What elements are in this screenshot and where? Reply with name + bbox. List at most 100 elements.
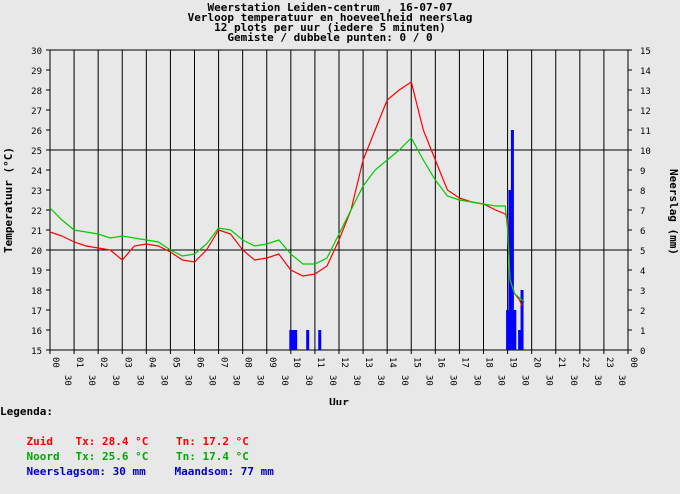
left-tick-label: 25 bbox=[31, 147, 42, 157]
x-tick-label-hour: 19 bbox=[508, 357, 518, 368]
x-tick-label-half: 30 bbox=[351, 375, 361, 386]
left-tick-label: 21 bbox=[31, 227, 42, 237]
x-tick-label-hour: 08 bbox=[243, 357, 253, 368]
x-tick-label-hour: 01 bbox=[74, 357, 84, 368]
x-tick-label-hour: 12 bbox=[339, 357, 349, 368]
x-tick-label-hour: 16 bbox=[435, 357, 445, 368]
legend-noord: Noord Tx: 25.6 °C Tn: 17.4 °C bbox=[0, 434, 274, 463]
left-tick-label: 15 bbox=[31, 347, 42, 357]
rain-bar bbox=[518, 330, 522, 350]
left-tick-label: 18 bbox=[31, 287, 42, 297]
left-tick-label: 27 bbox=[31, 107, 42, 117]
right-tick-label: 2 bbox=[640, 307, 645, 317]
x-tick-label-half: 30 bbox=[496, 375, 506, 386]
right-tick-label: 14 bbox=[640, 67, 651, 77]
x-tick-label-half: 30 bbox=[207, 375, 217, 386]
x-tick-label-hour: 11 bbox=[315, 357, 325, 368]
rain-bar bbox=[318, 330, 322, 350]
x-tick-label-half: 30 bbox=[158, 375, 168, 386]
x-tick-label-half: 30 bbox=[327, 375, 337, 386]
right-tick-label: 6 bbox=[640, 227, 645, 237]
rain-bar bbox=[520, 290, 524, 350]
x-axis-label: Uur bbox=[329, 396, 349, 405]
right-tick-label: 7 bbox=[640, 207, 645, 217]
title-line-1: Weerstation Leiden-centrum , 16-07-07 bbox=[207, 1, 452, 14]
x-tick-label-hour: 22 bbox=[580, 357, 590, 368]
right-tick-label: 0 bbox=[640, 347, 645, 357]
rain-bar bbox=[510, 130, 514, 350]
x-tick-label-hour: 10 bbox=[291, 357, 301, 368]
x-tick-label-half: 30 bbox=[134, 375, 144, 386]
rain-bar bbox=[506, 310, 510, 350]
right-tick-label: 9 bbox=[640, 167, 645, 177]
x-tick-label-half: 30 bbox=[616, 375, 626, 386]
left-axis-label: Temperatuur (°C) bbox=[2, 147, 15, 253]
x-tick-label-hour: 04 bbox=[146, 357, 156, 368]
x-tick-label-hour: 09 bbox=[267, 357, 277, 368]
left-tick-label: 24 bbox=[31, 167, 42, 177]
right-tick-label: 10 bbox=[640, 147, 651, 157]
legend-noord-label: Noord bbox=[26, 450, 60, 463]
legend-zuid: Zuid Tx: 28.4 °C Tn: 17.2 °C bbox=[0, 419, 274, 448]
legend: Legenda: Zuid Tx: 28.4 °C Tn: 17.2 °C Noor… bbox=[0, 404, 274, 478]
x-tick-label-half: 30 bbox=[375, 375, 385, 386]
rain-bar bbox=[289, 330, 293, 350]
left-tick-label: 16 bbox=[31, 327, 42, 337]
legend-heading: Legenda: bbox=[0, 405, 53, 418]
x-tick-label-hour: 05 bbox=[170, 357, 180, 368]
left-tick-label: 22 bbox=[31, 207, 42, 217]
right-tick-label: 1 bbox=[640, 327, 645, 337]
right-tick-label: 4 bbox=[640, 267, 645, 277]
legend-noord-tn: 17.4 °C bbox=[202, 450, 249, 463]
x-tick-label-half: 30 bbox=[86, 375, 96, 386]
x-tick-label-half: 30 bbox=[255, 375, 265, 386]
legend-zuid-tx-label: Tx: bbox=[75, 435, 96, 448]
legend-zuid-tn-label: Tn: bbox=[176, 435, 196, 448]
rain-bar bbox=[306, 330, 310, 350]
x-tick-label-hour: 20 bbox=[532, 357, 542, 368]
x-tick-label-hour: 07 bbox=[219, 357, 229, 368]
right-tick-label: 5 bbox=[640, 247, 645, 257]
temperature-lines bbox=[49, 81, 525, 307]
x-tick-label-half: 30 bbox=[62, 375, 72, 386]
series-line-noord bbox=[49, 137, 525, 303]
x-tick-label-hour: 15 bbox=[411, 357, 421, 368]
x-tick-label-hour: 06 bbox=[195, 357, 205, 368]
legend-zuid-tx: 28.4 °C bbox=[102, 435, 149, 448]
left-tick-label: 28 bbox=[31, 87, 42, 97]
x-tick-label-half: 30 bbox=[447, 375, 457, 386]
legend-rain-month: Maandsom: 77 mm bbox=[174, 465, 274, 478]
x-tick-label-half: 30 bbox=[182, 375, 192, 386]
rain-bar bbox=[513, 310, 517, 350]
legend-zuid-label: Zuid bbox=[26, 435, 54, 448]
x-tick-label-hour: 00 bbox=[628, 357, 638, 368]
x-tick-label-half: 30 bbox=[110, 375, 120, 386]
x-tick-label-hour: 03 bbox=[122, 357, 132, 368]
legend-rain-day: Neerslagsom: 30 mm bbox=[26, 465, 146, 478]
temperature-precipitation-chart: Weerstation Leiden-centrum , 16-07-07 Ve… bbox=[2, 1, 680, 405]
x-tick-label-half: 30 bbox=[592, 375, 602, 386]
x-tick-label-hour: 23 bbox=[604, 357, 614, 368]
left-tick-label: 30 bbox=[31, 47, 42, 57]
rain-bar bbox=[294, 330, 298, 350]
x-tick-label-hour: 17 bbox=[459, 357, 469, 368]
left-tick-label: 23 bbox=[31, 187, 42, 197]
left-tick-label: 17 bbox=[31, 307, 42, 317]
right-tick-label: 13 bbox=[640, 87, 651, 97]
right-axis-label: Neerslag (mm) bbox=[667, 169, 680, 255]
x-tick-label-half: 30 bbox=[279, 375, 289, 386]
right-tick-label: 12 bbox=[640, 107, 651, 117]
left-tick-label: 19 bbox=[31, 267, 42, 277]
legend-noord-tx-label: Tx: bbox=[75, 450, 96, 463]
x-tick-label-hour: 21 bbox=[556, 357, 566, 368]
legend-noord-tn-label: Tn: bbox=[176, 450, 196, 463]
x-axis-ticks: 0030013002300330043005300630073008300930… bbox=[49, 350, 638, 386]
right-tick-label: 11 bbox=[640, 127, 651, 137]
legend-zuid-tn: 17.2 °C bbox=[202, 435, 249, 448]
x-tick-label-hour: 00 bbox=[50, 357, 60, 368]
left-axis-ticks: 15 16 17 18 19 20 21 22 23 24 25 26 27 28 29 30 bbox=[31, 47, 50, 357]
x-tick-label-half: 30 bbox=[399, 375, 409, 386]
x-tick-label-hour: 14 bbox=[387, 357, 397, 368]
x-tick-label-half: 30 bbox=[568, 375, 578, 386]
